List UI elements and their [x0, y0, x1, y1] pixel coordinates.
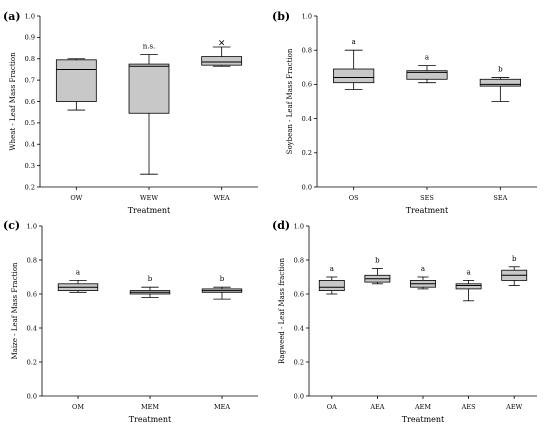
y-tick-label: 0.0	[294, 392, 304, 400]
significance-label: a	[76, 268, 80, 276]
y-tick-label: 0.2	[25, 183, 35, 191]
x-tick-label: MEM	[141, 403, 159, 411]
y-tick-label: 0.2	[294, 358, 304, 366]
x-tick-label: OW	[70, 194, 82, 202]
x-axis-label: Treatment	[406, 206, 449, 215]
panel-4: (d) 0.0 0.2 0.4 0.6 0.8 1.0 Ragweed - Leaf Mass…	[272, 219, 537, 424]
significance-label: a	[352, 38, 356, 46]
y-tick-label: 0.5	[25, 119, 35, 127]
panel-label: (b)	[272, 10, 290, 23]
x-tick-label: WEW	[140, 194, 158, 202]
y-tick-label: 1.0	[294, 222, 304, 230]
y-tick-label: 0.6	[302, 81, 312, 89]
y-tick-label: 0.6	[27, 290, 37, 298]
x-tick-label: MEA	[214, 403, 230, 411]
iqr-box	[128, 63, 170, 114]
x-tick-label: OM	[72, 403, 84, 411]
y-tick-label: 0.8	[294, 256, 304, 264]
x-tick-label: AES	[461, 403, 476, 411]
panel-label: (d)	[272, 219, 290, 232]
x-tick-label: WEA	[214, 194, 230, 202]
y-tick-label: 0.4	[25, 141, 35, 149]
box-om: a	[57, 268, 99, 293]
box-mea: b	[201, 275, 243, 300]
panel-3: (c) 0.0 0.2 0.4 0.6 0.8 1.0 Maize - Leaf Mass F…	[3, 219, 258, 424]
box-wew: n.s.	[128, 42, 170, 175]
x-axis-label: Treatment	[128, 206, 171, 215]
y-tick-label: 0.2	[27, 358, 37, 366]
y-tick-label: 0.2	[302, 149, 312, 157]
iqr-box	[55, 59, 97, 102]
box-aes: a	[455, 268, 482, 302]
y-tick-label: 0.3	[25, 162, 35, 170]
y-tick-label: 1.0	[302, 12, 312, 20]
box-aem: a	[410, 265, 436, 290]
significance-label: a	[425, 54, 429, 62]
x-axis-label: Treatment	[129, 415, 172, 424]
x-tick-label: SEA	[493, 194, 507, 202]
iqr-box	[406, 70, 448, 80]
iqr-box	[201, 56, 243, 66]
y-tick-label: 0.4	[302, 115, 312, 123]
significance-label: b	[220, 275, 225, 283]
y-tick-label: 0.8	[302, 47, 312, 55]
significance-label: a	[421, 265, 425, 273]
x-tick-label: AEM	[414, 403, 431, 411]
significance-label: n.s.	[143, 42, 156, 50]
x-axis-label: Treatment	[402, 415, 445, 424]
x-tick-label: AEA	[369, 403, 384, 411]
x-tick-label: OA	[327, 403, 337, 411]
box-mem: b	[129, 275, 171, 298]
box-wea	[201, 40, 243, 67]
box-os: a	[333, 38, 375, 90]
box-oa: a	[318, 265, 345, 295]
iqr-box	[333, 68, 375, 84]
iqr-box	[318, 279, 345, 291]
significance-label: b	[148, 275, 153, 283]
y-tick-label: 0.8	[25, 55, 35, 63]
significance-label: a	[330, 265, 334, 273]
y-tick-label: 0.4	[294, 324, 304, 332]
y-tick-label: 0.0	[27, 392, 37, 400]
outlier-stroke	[219, 40, 225, 46]
y-tick-label: 0.4	[27, 324, 37, 332]
panel-1: (a) 0.2 0.3 0.4 0.5 0.6 0.7 0.8 0.9 1.0 Wheat - Le…	[3, 10, 258, 215]
x-tick-label: AEW	[505, 403, 522, 411]
box-sea: b	[479, 66, 521, 102]
y-axis-label: Ragweed - Leaf Mass fraction	[278, 258, 286, 364]
y-tick-label: 0.0	[302, 183, 312, 191]
iqr-box	[479, 78, 521, 87]
panel-2: (b) 0.0 0.2 0.4 0.6 0.8 1.0 Soybean - Leaf Mass…	[272, 10, 537, 215]
y-tick-label: 1.0	[27, 222, 37, 230]
box-aew: b	[501, 255, 528, 286]
x-tick-label: OS	[349, 194, 359, 202]
y-tick-label: 0.9	[25, 34, 35, 42]
y-tick-label: 0.7	[25, 76, 35, 84]
y-tick-label: 0.8	[27, 256, 37, 264]
iqr-box	[455, 283, 482, 290]
significance-label: b	[498, 66, 503, 74]
significance-label: a	[467, 268, 471, 276]
box-aea: b	[364, 257, 391, 285]
x-tick-label: SES	[420, 194, 434, 202]
y-tick-label: 1.0	[25, 12, 35, 20]
outlier-marker	[219, 40, 225, 46]
significance-label: b	[375, 257, 380, 265]
y-tick-label: 0.6	[25, 98, 35, 106]
y-tick-label: 0.6	[294, 290, 304, 298]
y-axis-label: Soybean - Leaf Mass Fraction	[286, 48, 294, 154]
y-axis-label: Maize - Leaf Mass Fraction	[11, 262, 19, 359]
box-ow	[55, 58, 97, 111]
significance-label: b	[512, 255, 517, 263]
box-ses: a	[406, 54, 448, 84]
y-axis-label: Wheat - Leaf Mass Fraction	[9, 52, 17, 151]
panel-label: (a)	[3, 10, 21, 23]
panel-label: (c)	[3, 219, 20, 232]
